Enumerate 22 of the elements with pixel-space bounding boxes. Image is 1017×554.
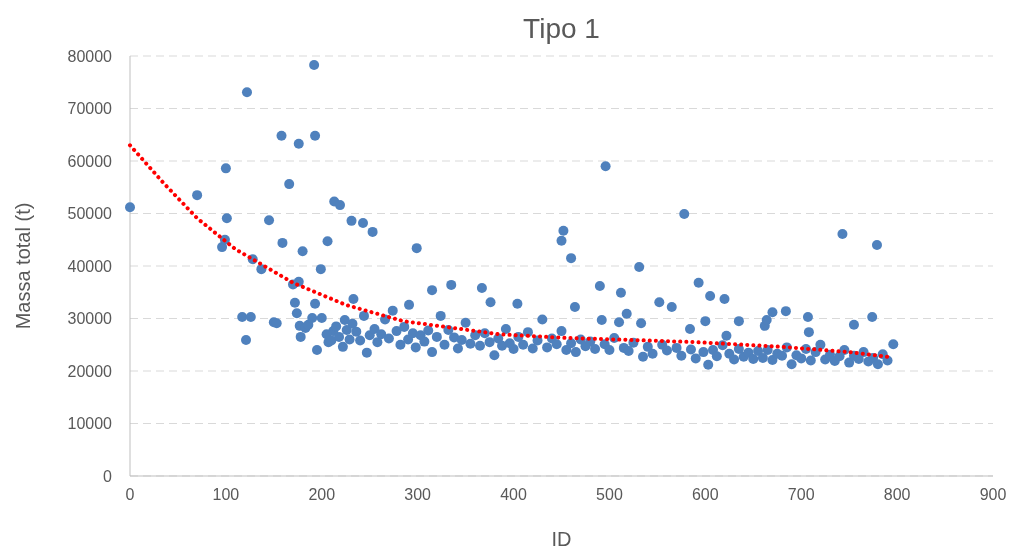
y-tick-label: 0 <box>103 467 113 485</box>
x-tick-label: 400 <box>500 486 527 503</box>
y-tick-label: 10000 <box>67 415 113 433</box>
x-tick-label: 700 <box>787 486 815 503</box>
y-tick-label: 70000 <box>67 100 113 118</box>
y-tick-label: 80000 <box>67 47 113 65</box>
y-axis-title: Massa total (t) <box>12 202 34 330</box>
x-tick-label: 500 <box>596 486 623 503</box>
x-tick-label: 100 <box>212 486 240 503</box>
y-tick-label: 40000 <box>67 257 113 275</box>
x-tick-label: 800 <box>883 486 911 503</box>
y-tick-label: 20000 <box>67 362 113 380</box>
x-tick-label: 900 <box>979 486 1007 503</box>
x-tick-label: 200 <box>308 486 336 503</box>
x-axis-title: ID <box>551 528 572 550</box>
chart-title: Tipo 1 <box>523 13 600 44</box>
x-tick-label: 600 <box>691 486 719 503</box>
x-tick-label: 0 <box>125 486 135 503</box>
y-tick-label: 50000 <box>67 205 113 223</box>
y-tick-label: 60000 <box>67 152 113 170</box>
x-tick-label: 300 <box>404 486 432 503</box>
y-tick-label: 30000 <box>67 310 113 328</box>
